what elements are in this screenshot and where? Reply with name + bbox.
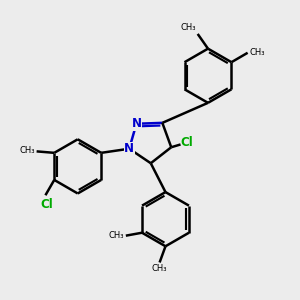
Text: CH₃: CH₃ bbox=[249, 48, 265, 57]
Text: Cl: Cl bbox=[181, 136, 194, 149]
Text: CH₃: CH₃ bbox=[109, 231, 124, 240]
Text: N: N bbox=[124, 142, 134, 155]
Text: N: N bbox=[131, 117, 141, 130]
Text: CH₃: CH₃ bbox=[20, 146, 35, 155]
Text: CH₃: CH₃ bbox=[181, 23, 196, 32]
Text: CH₃: CH₃ bbox=[151, 264, 167, 273]
Text: Cl: Cl bbox=[40, 198, 53, 211]
